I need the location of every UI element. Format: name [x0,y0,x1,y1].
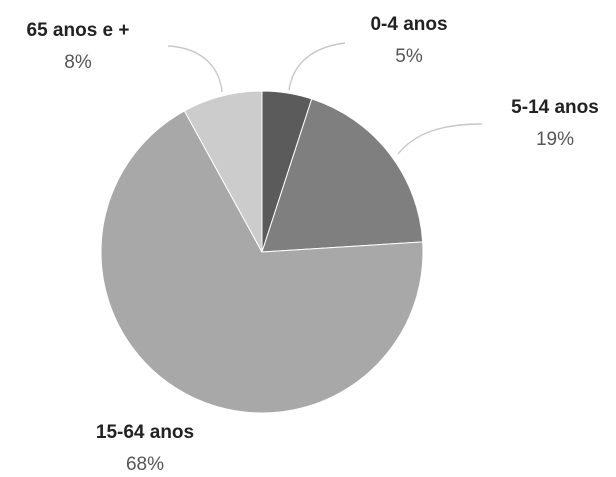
slice-value-15-64: 68% [126,454,164,475]
pie-slices [100,90,424,414]
slice-value-5-14: 19% [536,129,574,150]
pie-slice-5-14 [261,98,424,253]
slice-label-15-64: 15-64 anos [96,422,194,443]
slice-label-65-plus: 65 anos e + [27,20,130,41]
leader-line-0-4 [288,42,346,91]
slice-label-0-4: 0-4 anos [370,14,447,35]
leader-line-5-14 [397,123,483,155]
leader-line-65-plus [167,45,223,93]
slice-value-65-plus: 8% [64,52,92,73]
slice-value-0-4: 5% [395,46,423,67]
leader-lines [167,42,483,155]
slice-label-5-14: 5-14 anos [511,97,599,118]
pie-slice-65-plus [183,90,263,253]
pie-slice-15-64 [100,110,424,414]
